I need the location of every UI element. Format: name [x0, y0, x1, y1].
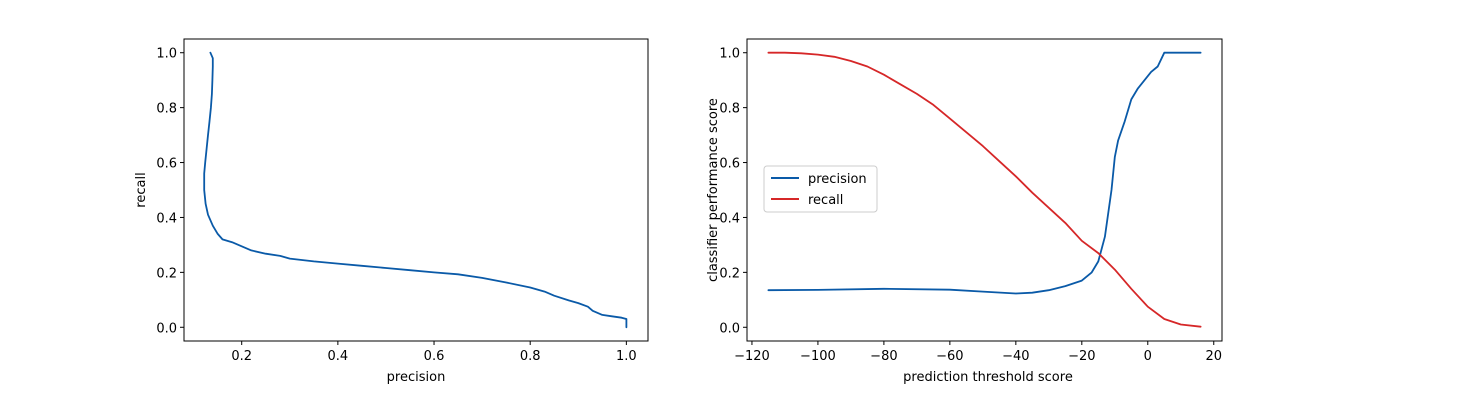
- threshold-x-tick-label: −40: [1002, 349, 1029, 364]
- legend: precision recall: [763, 165, 878, 213]
- pr-ticks: 0.2 0.4 0.6 0.8 1.0 0.0 0.2 0.4 0.6 0.8 1.0: [156, 47, 636, 364]
- pr-y-tick-label: 1.0: [156, 47, 177, 62]
- threshold-series-line-precision: [767, 51, 1202, 295]
- threshold-series-line-recall: [767, 51, 1202, 328]
- pr-x-tick-label: 1.0: [616, 349, 637, 364]
- pr-y-axis-label: recall: [134, 172, 149, 207]
- pr-y-tick-label: 0.2: [156, 266, 177, 281]
- pr-x-tick-label: 0.8: [520, 349, 541, 364]
- threshold-x-tick-label: −60: [936, 349, 963, 364]
- pr-x-tick-label: 0.4: [328, 349, 349, 364]
- threshold-y-tick-label: 1.0: [719, 47, 740, 62]
- threshold-x-tick-label: −20: [1068, 349, 1095, 364]
- pr-y-tick-label: 0.6: [156, 157, 177, 172]
- pr-series: [203, 51, 628, 329]
- threshold-x-tick-label: 20: [1205, 349, 1222, 364]
- pr-y-tick-label: 0.4: [156, 211, 177, 226]
- threshold-y-tick-label: 0.4: [719, 211, 740, 226]
- pr-x-axis-label: precision: [387, 370, 446, 385]
- pr-y-tick-label: 0.8: [156, 102, 177, 117]
- threshold-axes-frame: [746, 38, 1223, 342]
- threshold-y-tick-label: 0.6: [719, 157, 740, 172]
- threshold-ticks: −120 −100 −80 −60 −40 −20 0 20 0.0 0.2 0.4 0.6 0.8 1.…: [719, 47, 1222, 364]
- threshold-y-tick-label: 0.2: [719, 266, 740, 281]
- pr-series-line: [203, 51, 628, 329]
- threshold-y-tick-label: 0.8: [719, 102, 740, 117]
- legend-label-recall: recall: [808, 193, 843, 208]
- legend-label-precision: precision: [808, 172, 867, 187]
- pr-x-tick-label: 0.2: [231, 349, 252, 364]
- threshold-x-axis-label: prediction threshold score: [903, 370, 1073, 385]
- threshold-x-tick-label: −120: [734, 349, 770, 364]
- pr-axes-frame: [183, 38, 649, 342]
- pr-chart: 0.2 0.4 0.6 0.8 1.0 0.0 0.2 0.4 0.6 0.8 1.0 precis…: [134, 38, 649, 385]
- threshold-x-tick-label: −100: [800, 349, 836, 364]
- threshold-chart: −120 −100 −80 −60 −40 −20 0 20 0.0 0.2 0.4 0.6 0.8 1.…: [706, 38, 1223, 385]
- pr-x-tick-label: 0.6: [424, 349, 445, 364]
- threshold-series: [767, 51, 1202, 328]
- threshold-x-tick-label: −80: [870, 349, 897, 364]
- threshold-y-axis-label: classifier performance score: [706, 98, 721, 282]
- threshold-y-tick-label: 0.0: [719, 321, 740, 336]
- threshold-x-tick-label: 0: [1144, 349, 1152, 364]
- pr-y-tick-label: 0.0: [156, 321, 177, 336]
